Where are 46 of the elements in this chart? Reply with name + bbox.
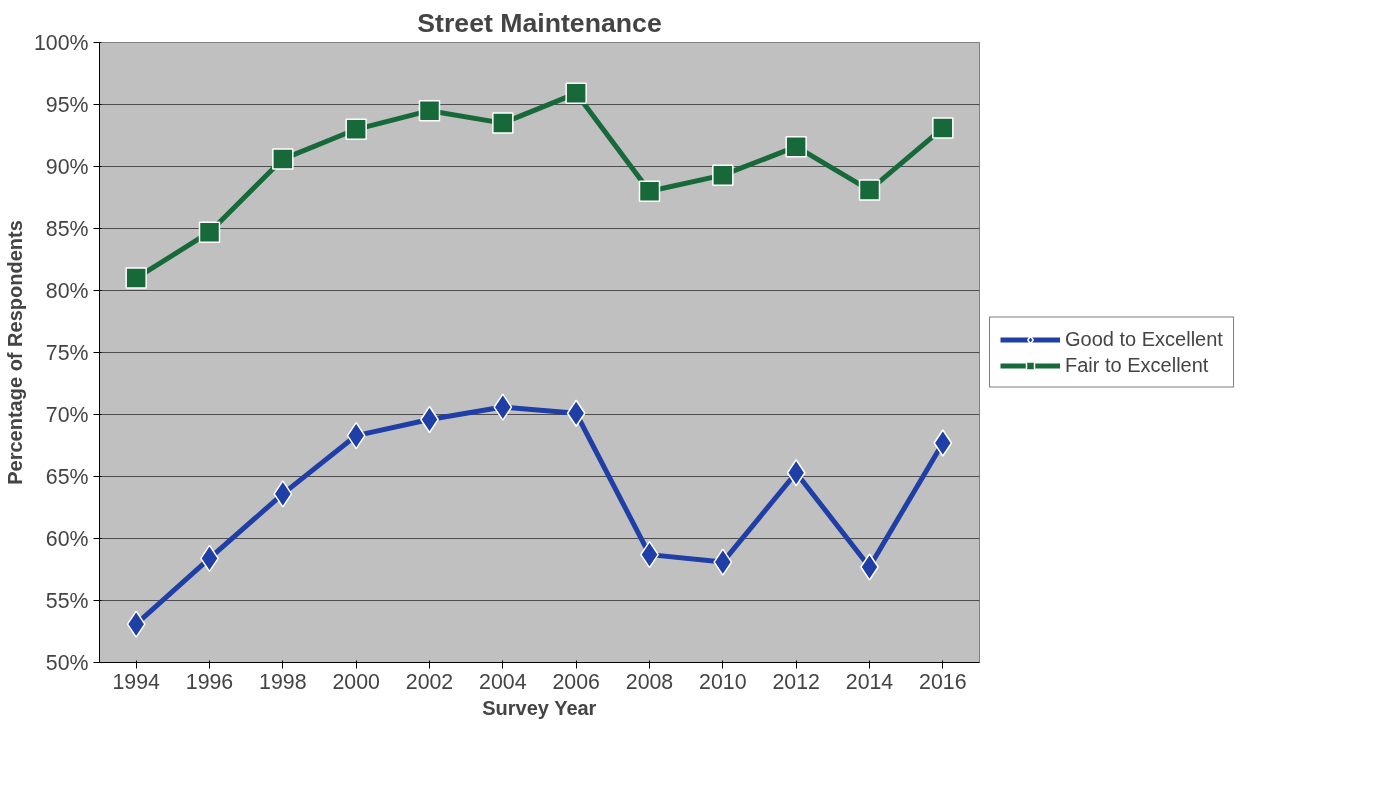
x-tick-label: 2008 xyxy=(625,669,674,694)
point xyxy=(638,180,661,203)
x-tick-label: 1998 xyxy=(259,669,307,694)
x-tick-label: 2012 xyxy=(772,669,820,694)
x-tick-label: 2000 xyxy=(332,669,381,694)
chart-title: Street Maintenance xyxy=(417,7,662,38)
y-tick-label: 100% xyxy=(33,30,89,55)
point xyxy=(126,610,146,638)
point xyxy=(492,112,514,134)
legend-label: Good to Excellent xyxy=(1065,327,1223,351)
point xyxy=(345,118,367,141)
point xyxy=(932,117,954,139)
x-tick-label: 2010 xyxy=(699,669,747,694)
y-tick-label: 95% xyxy=(45,92,89,117)
x-tick-label: 2002 xyxy=(405,669,454,694)
y-axis-title: Percentage of Respondents xyxy=(3,220,26,485)
x-tick-label: 1996 xyxy=(185,669,234,694)
x-tick-label: 2004 xyxy=(479,669,527,694)
y-tick-label: 50% xyxy=(45,650,89,675)
y-tick-label: 70% xyxy=(45,402,89,427)
point xyxy=(858,179,881,201)
point xyxy=(786,459,806,487)
y-tick-label: 90% xyxy=(45,154,89,179)
x-axis-title: Survey Year xyxy=(482,696,597,719)
y-tick-label: 60% xyxy=(45,526,89,551)
x-tick-label: 2014 xyxy=(845,669,894,694)
point xyxy=(272,148,294,170)
y-tick-label: 55% xyxy=(45,588,89,613)
x-tick-label: 2016 xyxy=(919,669,967,694)
y-tick-label: 75% xyxy=(45,340,89,365)
point xyxy=(273,480,293,508)
point xyxy=(565,82,587,105)
point xyxy=(125,267,147,289)
point xyxy=(493,393,513,421)
point xyxy=(785,135,807,158)
x-tick-label: 2006 xyxy=(552,669,600,694)
point xyxy=(198,221,221,243)
point xyxy=(712,164,734,186)
x-tick-label: 1994 xyxy=(112,669,161,694)
y-tick-label: 65% xyxy=(45,464,89,489)
y-tick-label: 85% xyxy=(45,216,89,241)
y-tick-label: 80% xyxy=(45,278,89,303)
point xyxy=(933,429,953,457)
legend-label: Fair to Excellent xyxy=(1065,353,1209,377)
point xyxy=(713,548,733,576)
point xyxy=(418,99,441,122)
